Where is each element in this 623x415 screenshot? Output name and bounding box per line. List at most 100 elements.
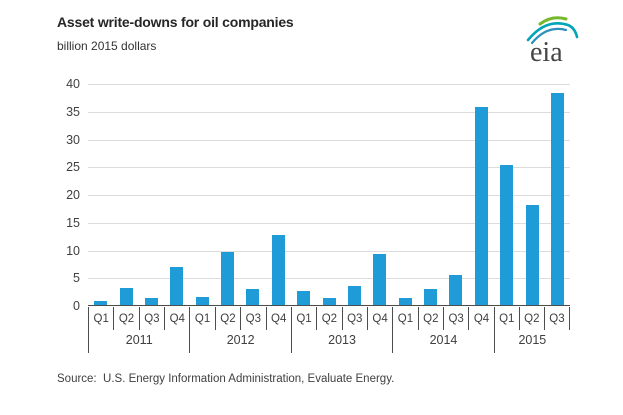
bar-cell <box>113 84 138 305</box>
bar-cell <box>139 84 164 305</box>
quarter-label: Q4 <box>468 307 493 330</box>
bar <box>94 300 108 305</box>
eia-logo-blue-arc <box>530 27 568 45</box>
x-axis: Q1 Q2 Q3 Q4 2011 Q1 Q2 Q3 Q4 2012 Q1 Q2 Q3 Q4 2013 Q1 Q2… <box>88 307 570 353</box>
year-label: 2013 <box>328 333 356 347</box>
year-group: Q1 Q2 Q3 Q4 2012 <box>189 307 290 353</box>
bar-cell <box>393 84 418 305</box>
bar-series <box>88 84 570 305</box>
bar-cell <box>545 84 570 305</box>
bar <box>271 234 285 305</box>
bar <box>373 253 387 305</box>
gridline <box>88 167 570 169</box>
quarter-row: Q1 Q2 Q3 Q4 <box>393 307 493 330</box>
quarter-row: Q1 Q2 Q3 Q4 <box>89 307 189 330</box>
year-group: Q1 Q2 Q3 Q4 2013 <box>290 307 392 353</box>
gridline <box>88 111 570 113</box>
quarter-label: Q1 <box>397 312 414 325</box>
quarter-label: Q2 <box>113 307 138 330</box>
eia-logo: eia <box>516 10 584 68</box>
gridline <box>88 278 570 280</box>
bar-cell <box>443 84 468 305</box>
year-group: Q1 Q2 Q3 2015 <box>493 307 570 353</box>
y-tick-label: 35 <box>66 104 80 119</box>
eia-logo-text: eia <box>530 37 563 68</box>
bar-cell <box>342 84 367 305</box>
quarter-label: Q4 <box>265 307 291 330</box>
quarter-label: Q1 <box>194 312 211 325</box>
bar <box>170 267 184 305</box>
y-tick-label: 40 <box>66 77 80 91</box>
y-tick-label: 15 <box>66 215 80 230</box>
bar <box>297 291 311 305</box>
bar <box>119 287 133 305</box>
bar-cell <box>291 84 316 305</box>
bar <box>424 288 438 305</box>
bar <box>398 297 412 305</box>
gridline <box>88 139 570 141</box>
eia-logo-green-swoosh <box>538 16 568 26</box>
bar-cell <box>266 84 291 305</box>
bar-cell <box>164 84 189 305</box>
bar <box>449 275 463 305</box>
year-group: Q1 Q2 Q3 Q4 2014 <box>392 307 493 353</box>
bar-cell <box>316 84 341 305</box>
gridline <box>88 222 570 224</box>
bar <box>500 165 514 305</box>
quarter-label: Q1 <box>296 312 312 325</box>
quarter-label: Q3 <box>240 307 265 330</box>
bar-cell <box>367 84 392 305</box>
bar-cell <box>190 84 215 305</box>
chart-units-label: billion 2015 dollars <box>57 39 157 53</box>
bar <box>322 297 336 305</box>
y-tick-label: 5 <box>73 271 80 286</box>
quarter-label: Q4 <box>164 307 189 330</box>
quarter-label: Q1 <box>499 312 515 325</box>
bar <box>525 204 539 305</box>
quarter-row: Q1 Q2 Q3 Q4 <box>190 307 290 330</box>
bar <box>347 285 361 305</box>
year-group: Q1 Q2 Q3 Q4 2011 <box>88 307 189 353</box>
year-label: 2014 <box>429 333 458 347</box>
bar-cell <box>418 84 443 305</box>
bar <box>195 297 209 305</box>
bar <box>221 252 235 305</box>
bar-cell <box>240 84 265 305</box>
y-tick-label: 0 <box>73 299 80 313</box>
quarter-label: Q2 <box>518 307 544 330</box>
y-tick-label: 10 <box>66 243 80 258</box>
source-note: Source: U.S. Energy Information Administ… <box>57 373 395 385</box>
gridline <box>88 84 570 85</box>
plot-area <box>88 84 570 306</box>
year-label: 2012 <box>226 333 255 347</box>
quarter-row: Q1 Q2 Q3 <box>495 307 570 330</box>
gridline <box>88 250 570 252</box>
eia-logo-teal-arc <box>526 22 579 42</box>
year-label: 2011 <box>125 333 153 347</box>
quarter-label: Q2 <box>214 307 240 330</box>
y-tick-label: 30 <box>66 132 80 147</box>
y-tick-label: 20 <box>66 188 80 202</box>
quarter-label: Q3 <box>442 307 468 330</box>
bar-cell <box>494 84 519 305</box>
page-title: Asset write-downs for oil companies <box>57 14 294 30</box>
year-label: 2015 <box>518 333 547 347</box>
y-tick-label: 25 <box>66 160 80 175</box>
bar <box>550 93 564 305</box>
quarter-label: Q4 <box>366 307 392 330</box>
bar <box>474 106 488 305</box>
bar-cell <box>215 84 240 305</box>
quarter-label: Q2 <box>417 307 443 330</box>
y-axis: 0 5 10 15 20 25 30 35 40 <box>28 77 80 313</box>
quarter-label: Q3 <box>543 307 569 330</box>
bar <box>246 288 260 305</box>
quarter-label: Q3 <box>341 307 367 330</box>
bar-cell <box>88 84 113 305</box>
quarter-label: Q2 <box>316 307 341 330</box>
quarter-row: Q1 Q2 Q3 Q4 <box>292 307 392 330</box>
quarter-label: Q1 <box>93 312 109 325</box>
bar <box>144 297 158 305</box>
bar-cell <box>469 84 494 305</box>
bar-cell <box>519 84 544 305</box>
